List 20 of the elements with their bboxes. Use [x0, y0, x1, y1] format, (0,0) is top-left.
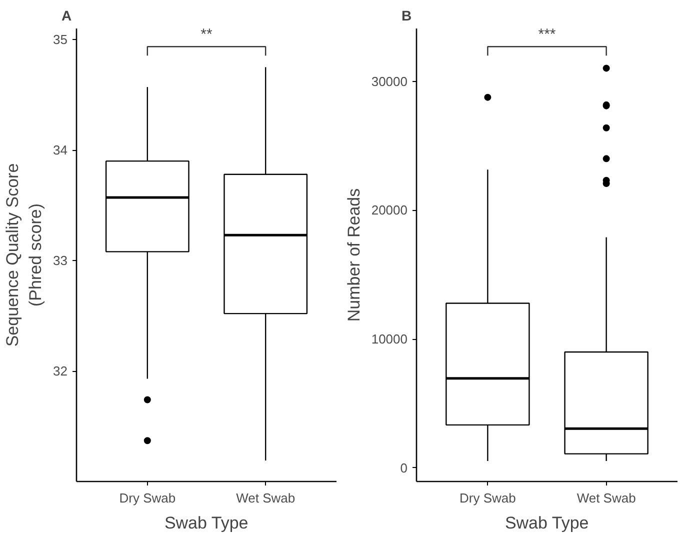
x-tick-label: Dry Swab [460, 490, 516, 506]
y-tick-label: 35 [53, 32, 68, 48]
x-axis-title: Swab Type [504, 514, 589, 532]
x-tick-label: Wet Swab [576, 490, 636, 506]
y-tick-label: 34 [53, 142, 68, 158]
y-axis-title: Sequence Quality Score (Phred score) [3, 163, 46, 347]
y-tick-label: 20000 [371, 202, 408, 218]
chart-title: B [402, 8, 412, 24]
y-axis-title: Number of Reads [344, 188, 364, 322]
y-tick-label: 0 [400, 460, 408, 476]
annotation: *** [538, 26, 556, 43]
x-tick-label: Wet Swab [236, 490, 296, 506]
x-axis-title: Swab Type [164, 514, 248, 532]
annotation: ** [200, 26, 212, 43]
y-tick-label: 10000 [371, 332, 408, 347]
y-tick-label: 32 [53, 364, 68, 379]
y-tick-label: 33 [53, 253, 68, 268]
x-tick-label: Dry Swab [119, 490, 176, 506]
chart-title: A [62, 8, 72, 24]
y-tick-label: 30000 [371, 74, 408, 89]
